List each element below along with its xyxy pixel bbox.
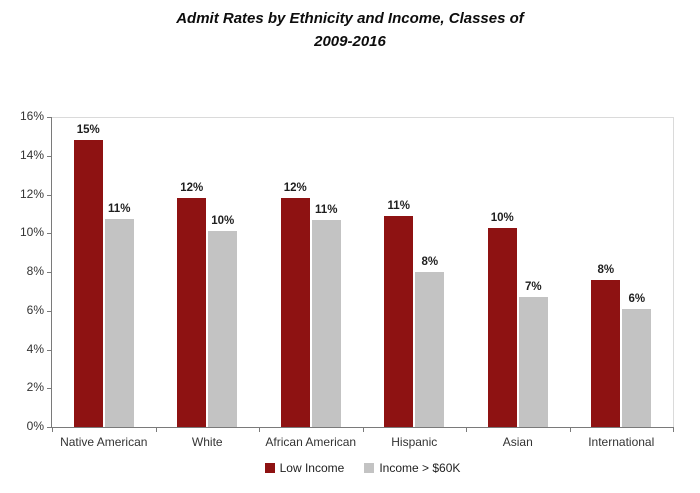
y-tick-mark [47,388,51,390]
x-label-hispanic: Hispanic [391,435,438,449]
bar-income-60k-african-american [311,219,341,427]
bar-value-label-low-income-asian: 10% [490,212,514,225]
bar-low-income-native-american [73,140,103,427]
y-tick-mark [47,155,51,157]
y-tick-label: 8% [26,264,44,278]
bar-income-60k-asian [518,297,548,427]
y-tick-label: 4% [26,341,44,356]
bar-value-label-income-60k-asian: 7% [524,281,542,294]
y-tick-mark [47,427,51,428]
bar-income-60k-white [208,231,238,427]
y-tick-label: 10% [19,225,44,240]
bar-value-label-income-60k-african-american: 11% [315,203,338,216]
y-tick-mark [47,349,51,351]
x-tick-mark [570,428,571,432]
bar-value-label-low-income-white: 12% [180,182,204,195]
legend-label-income-60k: Income > $60K [379,461,461,475]
y-tick-mark [47,272,51,273]
y-tick-label: 12% [19,186,44,201]
y-tick-label: 16% [19,109,44,123]
bar-value-label-low-income-native-american: 15% [76,124,100,137]
x-tick-mark [156,428,157,432]
x-label-native-american: Native American [60,435,148,449]
bar-income-60k-international [622,308,652,427]
bar-low-income-african-american [280,198,310,427]
x-axis-line [47,427,674,428]
bar-low-income-white [177,198,207,427]
bar-low-income-international [591,279,621,427]
x-label-asian: Asian [502,435,533,449]
y-tick-label: 0% [26,419,44,433]
bar-low-income-asian [487,228,517,427]
x-label-international: International [588,435,655,449]
bar-value-label-low-income-international: 8% [597,263,615,276]
chart-title-line2: 2009-2016 [314,33,386,50]
bar-value-label-income-60k-hispanic: 8% [421,256,439,268]
y-tick-label: 2% [26,380,44,395]
legend-swatch-low-income [264,463,275,473]
bar-value-label-low-income-hispanic: 11% [387,199,410,212]
y-tick-mark [47,233,51,235]
legend-swatch-income-60k [364,463,375,473]
y-tick-mark [47,194,51,196]
bar-value-label-income-60k-native-american: 11% [108,202,131,215]
y-axis-line [51,117,52,428]
plot-border-top [52,117,674,118]
y-tick-label: 14% [19,147,44,162]
legend-item-low-income: Low Income [264,461,345,475]
x-label-african-american: African American [265,435,357,449]
legend-item-income-60k: Income > $60K [364,461,460,475]
plot-border-right [673,117,674,427]
bar-income-60k-hispanic [415,272,445,427]
bar-value-label-low-income-african-american: 12% [283,182,307,195]
legend: Low Income Income > $60K [52,461,673,475]
legend-label-low-income: Low Income [279,461,345,475]
x-tick-mark [52,428,53,432]
bar-value-label-income-60k-international: 6% [628,292,646,305]
bar-income-60k-native-american [104,218,134,427]
x-label-white: White [191,435,223,449]
chart-title-line1: Admit Rates by Ethnicity and Income, Cla… [176,10,524,27]
x-tick-mark [466,428,467,432]
x-tick-mark [363,428,364,432]
x-tick-mark [673,428,674,432]
y-tick-mark [47,310,51,312]
y-tick-label: 6% [26,302,44,317]
bar-low-income-hispanic [384,215,414,427]
x-tick-mark [259,428,260,432]
bar-value-label-income-60k-white: 10% [211,215,235,228]
chart-title: Admit Rates by Ethnicity and Income, Cla… [0,7,700,53]
y-tick-mark [47,117,51,118]
